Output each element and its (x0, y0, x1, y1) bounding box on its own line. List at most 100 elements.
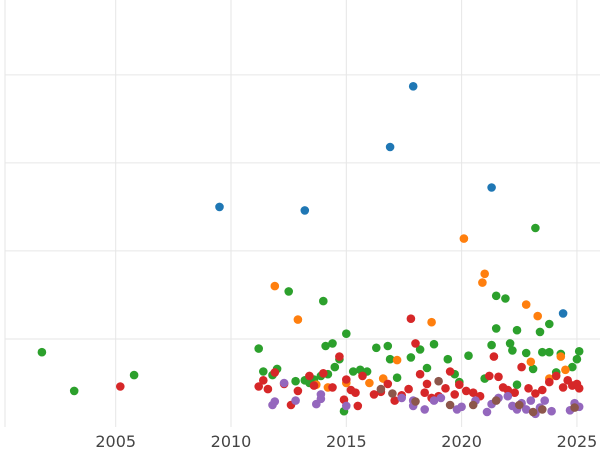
data-point-s2-5 (365, 378, 374, 388)
data-point-s1-17 (330, 362, 340, 372)
data-point-s3-28 (420, 388, 430, 398)
data-point-s3-44 (510, 388, 519, 398)
data-point-s4-12 (429, 396, 439, 405)
data-point-s3-2 (259, 376, 268, 385)
data-point-s1-39 (491, 324, 501, 333)
data-point-s4-6 (316, 390, 326, 399)
data-point-s1-43 (512, 325, 522, 335)
data-point-s1-31 (429, 339, 439, 349)
data-point-s2-11 (480, 269, 490, 279)
data-point-s3-1 (254, 382, 263, 391)
data-point-s3-46 (524, 384, 533, 393)
data-point-s3-36 (461, 386, 471, 396)
data-point-s0-1 (300, 206, 310, 215)
data-point-s4-1 (270, 397, 280, 406)
data-point-s1-25 (383, 341, 393, 351)
data-points (37, 82, 584, 419)
data-point-s3-0 (116, 382, 125, 391)
data-point-s3-49 (545, 377, 554, 387)
data-point-s3-11 (328, 383, 337, 392)
data-point-s3-48 (538, 385, 547, 395)
x-tick-label-2010: 2010 (211, 432, 252, 450)
data-point-s4-8 (397, 393, 407, 403)
data-point-s3-45 (517, 362, 526, 372)
data-point-s1-3 (254, 344, 263, 353)
data-point-s4-24 (521, 405, 531, 414)
data-point-s3-47 (531, 389, 540, 398)
data-point-s1-14 (321, 341, 330, 351)
data-point-s4-7 (342, 401, 351, 411)
data-point-s4-29 (547, 406, 556, 416)
data-point-s2-12 (521, 300, 531, 309)
data-point-s1-4 (259, 367, 268, 376)
data-point-s5-1 (388, 389, 397, 398)
data-point-s2-17 (561, 365, 570, 375)
data-point-s3-12 (335, 352, 344, 361)
data-point-s4-2 (279, 378, 289, 388)
data-point-s3-4 (270, 368, 280, 377)
data-point-s4-25 (526, 396, 536, 405)
data-point-s0-3 (408, 82, 418, 91)
data-point-s1-49 (538, 347, 547, 357)
data-point-s3-41 (494, 372, 503, 382)
data-point-s2-13 (526, 357, 536, 367)
data-point-s1-38 (491, 291, 501, 301)
grid-layer (4, 0, 600, 427)
data-point-s3-17 (353, 401, 363, 411)
data-point-s3-24 (404, 384, 413, 394)
data-point-s5-0 (376, 384, 386, 394)
data-point-s1-46 (528, 364, 538, 374)
data-point-s1-13 (319, 296, 328, 306)
data-point-s1-44 (512, 380, 522, 390)
data-point-s2-0 (270, 281, 280, 291)
data-point-s1-41 (505, 339, 515, 348)
data-point-s3-21 (383, 379, 393, 389)
data-point-s2-16 (556, 352, 566, 361)
data-point-s2-10 (478, 278, 487, 287)
data-point-s5-9 (538, 405, 547, 414)
data-point-s3-35 (455, 380, 464, 390)
data-point-s3-29 (422, 379, 432, 389)
data-point-s1-51 (545, 347, 554, 357)
data-point-s1-47 (531, 223, 540, 233)
data-point-s5-2 (411, 397, 420, 406)
x-tick-label-2020: 2020 (441, 432, 482, 450)
data-point-s3-27 (415, 369, 425, 379)
data-point-s3-26 (411, 339, 420, 348)
x-tick-label-2025: 2025 (557, 432, 598, 450)
data-point-s1-32 (443, 354, 453, 364)
data-point-s1-16 (328, 339, 337, 348)
data-point-s1-48 (535, 327, 545, 337)
data-point-s1-29 (415, 345, 425, 354)
data-point-s1-35 (464, 351, 473, 361)
data-point-s5-4 (445, 400, 455, 410)
data-point-s3-33 (445, 367, 455, 376)
data-point-s2-9 (459, 234, 469, 243)
data-point-s2-14 (533, 311, 542, 321)
data-point-s1-40 (501, 294, 510, 303)
data-point-s4-11 (420, 405, 430, 414)
data-point-s0-5 (558, 309, 568, 318)
data-point-s3-22 (390, 396, 400, 405)
data-point-s2-8 (427, 317, 436, 327)
data-point-s1-28 (406, 353, 416, 362)
data-point-s1-26 (385, 354, 395, 364)
data-point-s4-20 (503, 391, 513, 401)
data-point-s1-8 (291, 376, 300, 386)
data-point-s2-7 (392, 355, 402, 365)
data-point-s3-51 (558, 383, 568, 392)
data-point-s3-34 (450, 390, 460, 399)
data-point-s1-37 (487, 340, 496, 350)
data-point-s1-2 (129, 370, 139, 380)
data-point-s1-42 (508, 346, 517, 355)
data-point-s1-20 (342, 329, 351, 339)
data-point-s4-13 (436, 393, 446, 403)
data-point-s1-27 (392, 373, 402, 383)
data-point-s3-14 (342, 375, 351, 384)
data-point-s5-5 (468, 400, 478, 410)
data-point-s1-50 (545, 319, 554, 329)
data-point-s3-39 (485, 371, 494, 381)
data-point-s3-40 (489, 352, 499, 361)
data-point-s3-55 (574, 384, 584, 393)
data-point-s0-4 (487, 183, 496, 192)
